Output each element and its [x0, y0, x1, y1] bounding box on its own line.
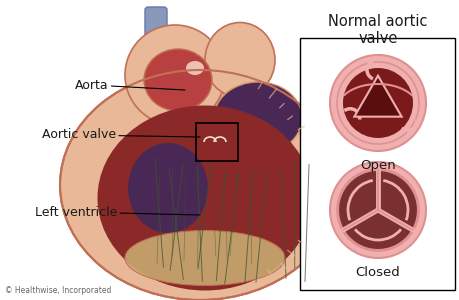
Circle shape — [336, 169, 418, 251]
Wedge shape — [342, 210, 412, 250]
Text: Aorta: Aorta — [75, 79, 185, 92]
Text: © Healthwise, Incorporated: © Healthwise, Incorporated — [5, 286, 111, 295]
Text: Open: Open — [359, 159, 395, 172]
Wedge shape — [337, 170, 377, 230]
Ellipse shape — [185, 61, 203, 75]
Circle shape — [329, 55, 425, 151]
Ellipse shape — [125, 25, 224, 125]
Ellipse shape — [128, 143, 207, 233]
Bar — [196, 123, 237, 161]
Ellipse shape — [205, 22, 274, 98]
Text: Closed: Closed — [355, 266, 399, 279]
Circle shape — [336, 62, 418, 144]
Bar — [299, 38, 454, 290]
Text: Normal aortic
valve: Normal aortic valve — [328, 14, 427, 46]
Text: Aortic valve: Aortic valve — [42, 128, 200, 142]
Circle shape — [329, 162, 425, 258]
Ellipse shape — [144, 49, 212, 111]
Text: Left ventricle: Left ventricle — [35, 206, 200, 218]
Circle shape — [342, 68, 412, 138]
Ellipse shape — [125, 230, 285, 286]
Wedge shape — [377, 170, 417, 230]
Polygon shape — [353, 76, 401, 117]
Ellipse shape — [60, 70, 339, 300]
Ellipse shape — [213, 82, 302, 154]
Ellipse shape — [97, 106, 312, 290]
FancyBboxPatch shape — [145, 7, 167, 288]
